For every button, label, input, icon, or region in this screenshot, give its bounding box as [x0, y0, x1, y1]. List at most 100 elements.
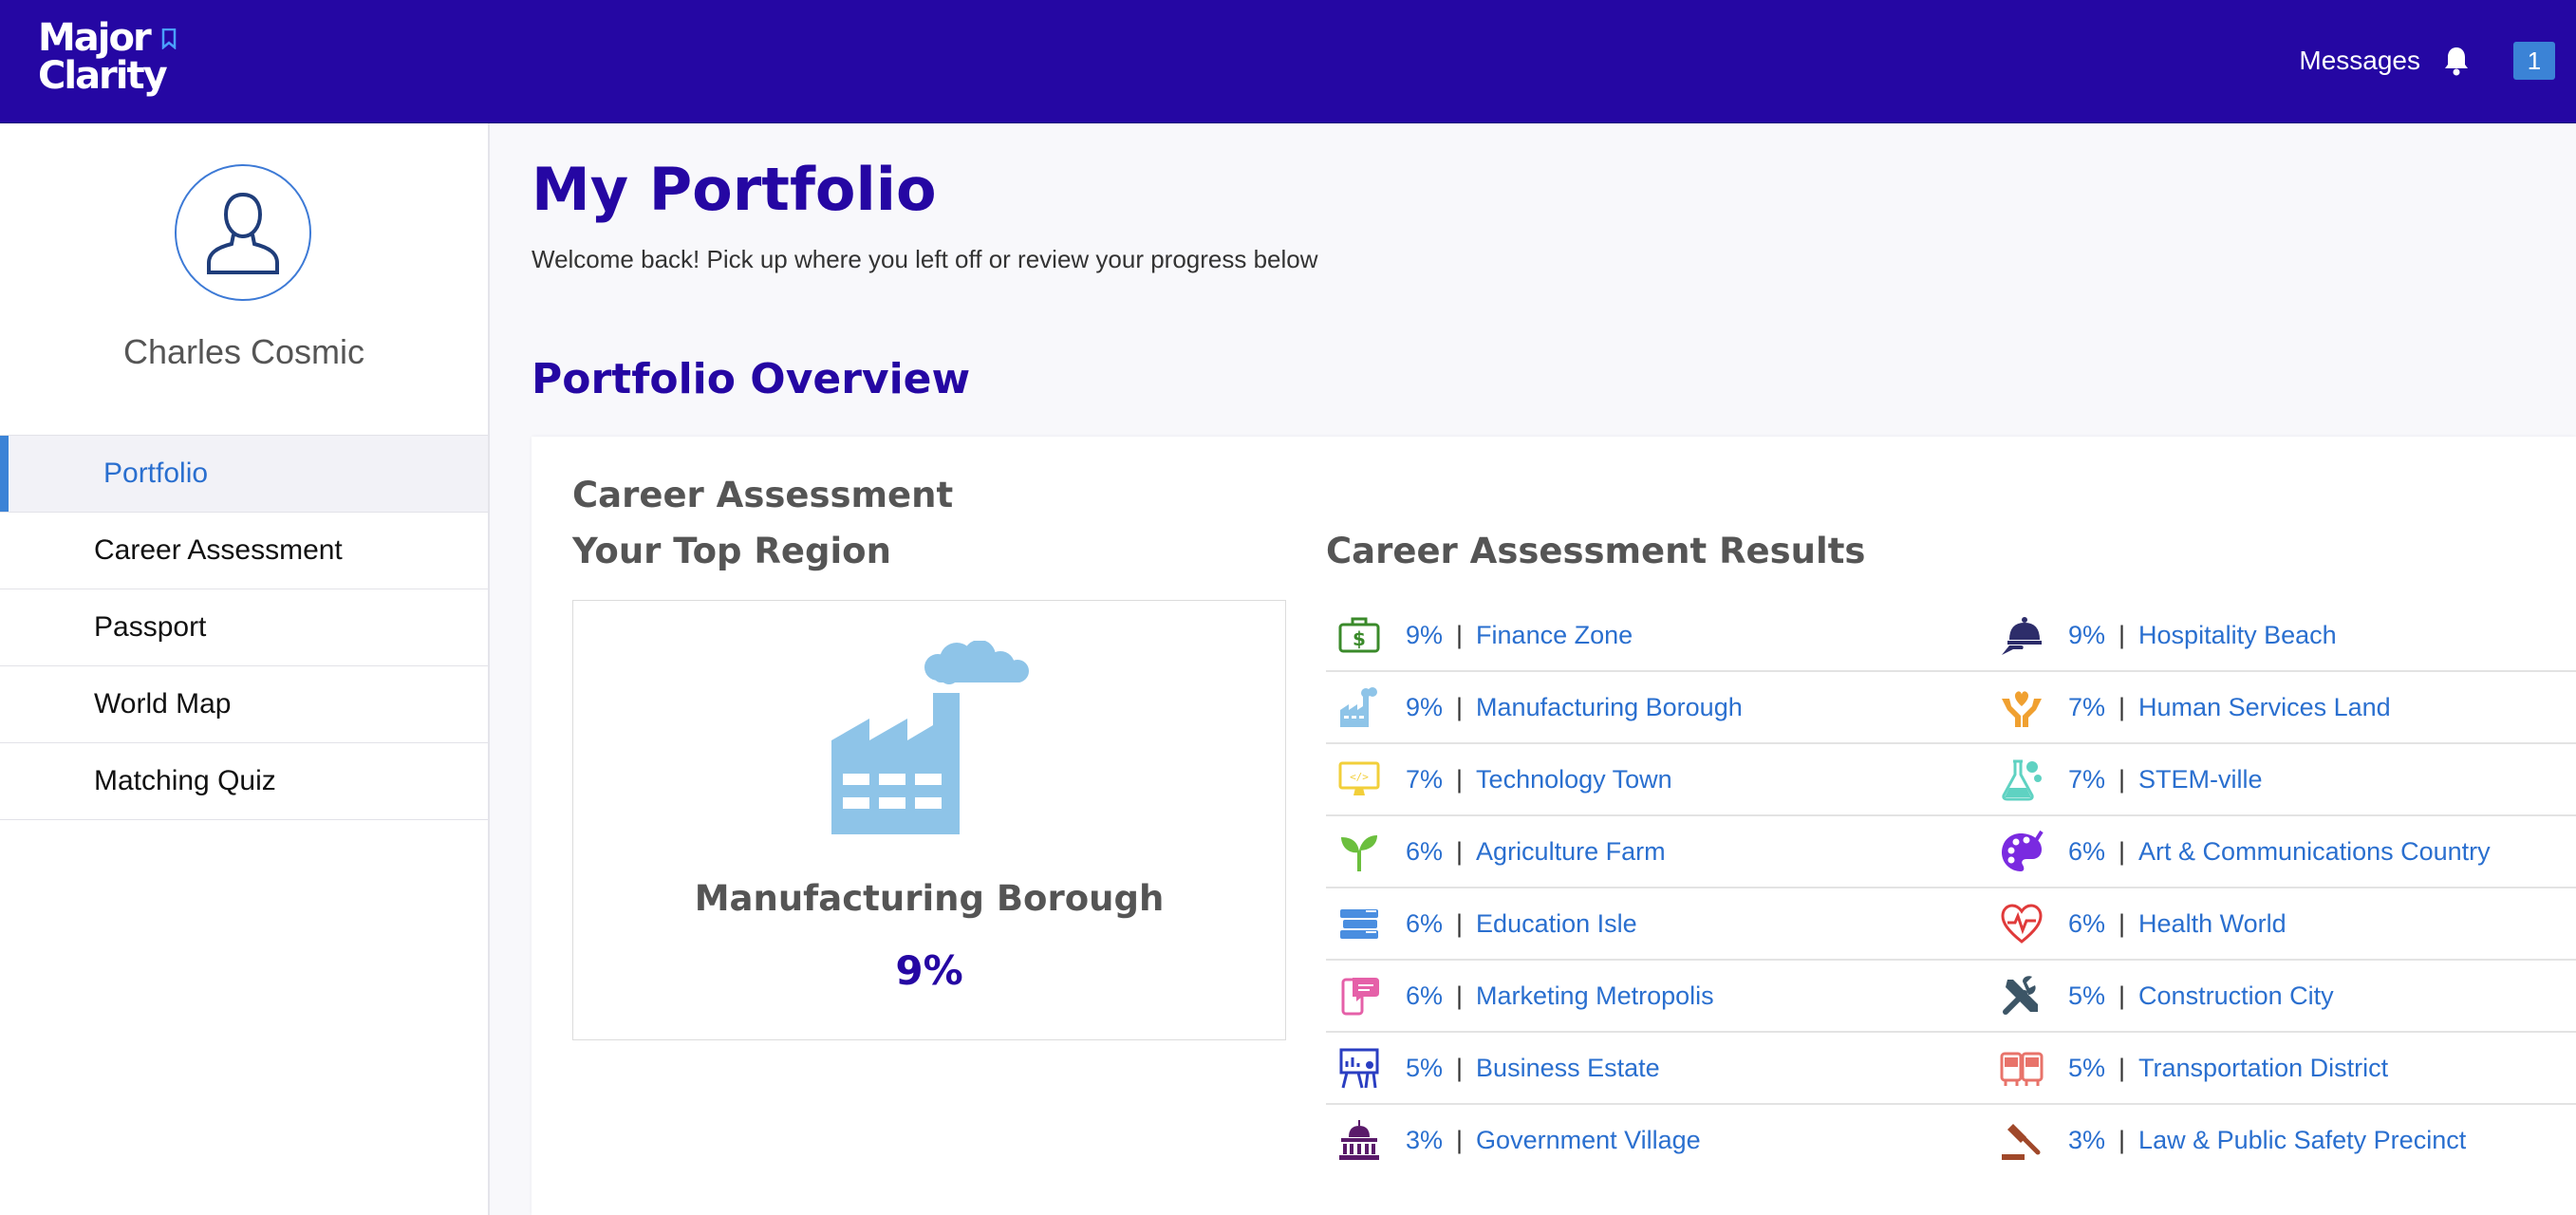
tools-icon	[2003, 976, 2038, 1015]
bus-icon	[2000, 1052, 2044, 1086]
page-title: My Portfolio	[532, 155, 937, 224]
result-row-government-village[interactable]: 3% | Government Village	[1326, 1105, 1990, 1175]
result-percent: 3%	[2068, 1126, 2106, 1154]
logo-line-1: Major	[38, 16, 152, 60]
logo-line-2: Clarity	[38, 54, 168, 98]
sidebar-item-portfolio[interactable]: Portfolio	[0, 435, 488, 512]
result-percent: 5%	[2068, 1054, 2106, 1082]
result-row-transportation-district[interactable]: 5% | Transportation District	[1988, 1033, 2576, 1105]
sidebar-item-label: Matching Quiz	[94, 765, 276, 796]
sprout-icon	[1341, 835, 1377, 871]
result-name[interactable]: Education Isle	[1476, 909, 1637, 938]
card-heading: Career Assessment	[572, 475, 954, 515]
presentation-icon	[1339, 1048, 1379, 1089]
result-percent: 6%	[2068, 909, 2106, 938]
result-name[interactable]: Construction City	[2138, 981, 2334, 1010]
sidebar-item-label: Career Assessment	[94, 534, 343, 566]
result-row-technology-town[interactable]: </> 7% | Technology Town	[1326, 744, 1990, 816]
avatar[interactable]	[175, 164, 311, 301]
result-percent: 9%	[1406, 693, 1444, 721]
top-region-name: Manufacturing Borough	[694, 878, 1165, 919]
result-percent: 7%	[1406, 765, 1444, 794]
result-row-health-world[interactable]: 6% | Health World	[1988, 888, 2576, 961]
result-name[interactable]: Technology Town	[1476, 765, 1672, 794]
phone-chat-icon	[1341, 978, 1379, 1016]
section-title: Portfolio Overview	[532, 355, 971, 403]
flask-icon	[2002, 759, 2042, 801]
result-row-marketing-metropolis[interactable]: 6% | Marketing Metropolis	[1326, 961, 1990, 1033]
sidebar-item-career-assessment[interactable]: Career Assessment	[0, 512, 488, 589]
result-name[interactable]: Human Services Land	[2138, 693, 2391, 721]
result-name[interactable]: Health World	[2138, 909, 2287, 938]
result-name[interactable]: Hospitality Beach	[2138, 621, 2337, 649]
finance-icon: $	[1338, 617, 1380, 653]
result-name[interactable]: STEM-ville	[2138, 765, 2263, 794]
result-row-construction-city[interactable]: 5% | Construction City	[1988, 961, 2576, 1033]
result-name[interactable]: Government Village	[1476, 1126, 1701, 1154]
result-name[interactable]: Marketing Metropolis	[1476, 981, 1714, 1010]
notification-badge[interactable]: 1	[2513, 42, 2555, 80]
bookmark-icon	[161, 28, 177, 49]
sidebar-item-label: World Map	[94, 688, 232, 720]
result-row-stem-ville[interactable]: 7% | STEM-ville	[1988, 744, 2576, 816]
result-name[interactable]: Business Estate	[1476, 1054, 1660, 1082]
major-clarity-logo[interactable]: Major Clarity	[38, 16, 177, 98]
result-percent: 6%	[1406, 981, 1444, 1010]
result-percent: 6%	[1406, 837, 1444, 866]
results-heading: Career Assessment Results	[1326, 531, 1866, 571]
result-row-education-isle[interactable]: 6% | Education Isle	[1326, 888, 1990, 961]
result-name[interactable]: Agriculture Farm	[1476, 837, 1666, 866]
result-row-art-communications-country[interactable]: 6% | Art & Communications Country	[1988, 816, 2576, 888]
user-icon	[207, 192, 279, 274]
result-percent: 7%	[2068, 693, 2106, 721]
sidebar: Charles Cosmic Portfolio Career Assessme…	[0, 123, 490, 1215]
career-assessment-card: Career Assessment Your Top Region Career…	[532, 437, 2576, 1215]
result-row-agriculture-farm[interactable]: 6% | Agriculture Farm	[1326, 816, 1990, 888]
sidebar-menu: Portfolio Career Assessment Passport Wor…	[0, 435, 488, 820]
messages-link[interactable]: Messages	[2299, 46, 2420, 75]
factory-icon	[1340, 687, 1377, 727]
result-percent: 6%	[2068, 837, 2106, 866]
result-row-finance-zone[interactable]: $ 9% | Finance Zone	[1326, 600, 1990, 672]
top-navbar: Major Clarity Messages 1	[0, 0, 2576, 123]
result-name[interactable]: Transportation District	[2138, 1054, 2389, 1082]
sidebar-item-passport[interactable]: Passport	[0, 589, 488, 665]
result-percent: 3%	[1406, 1126, 1444, 1154]
monitor-icon: </>	[1338, 761, 1380, 795]
heartbeat-icon	[2001, 904, 2043, 944]
factory-icon	[831, 641, 1029, 834]
result-name[interactable]: Art & Communications Country	[2138, 837, 2491, 866]
sidebar-item-label: Portfolio	[103, 458, 209, 489]
result-name[interactable]: Law & Public Safety Precinct	[2138, 1126, 2467, 1154]
hands-heart-icon	[2002, 691, 2042, 727]
bell-icon[interactable]	[2443, 46, 2470, 76]
top-region-heading: Your Top Region	[572, 531, 891, 571]
results-column-right: 9% | Hospitality Beach 7% | Human Services L…	[1988, 600, 2576, 1175]
palette-icon	[2002, 830, 2044, 871]
result-percent: 5%	[2068, 981, 2106, 1010]
result-row-hospitality-beach[interactable]: 9% | Hospitality Beach	[1988, 600, 2576, 672]
top-region-box[interactable]: Manufacturing Borough 9%	[572, 600, 1286, 1040]
top-region-percent: 9%	[895, 947, 963, 994]
result-name[interactable]: Manufacturing Borough	[1476, 693, 1743, 721]
svg-text:</>: </>	[1350, 771, 1369, 783]
user-name: Charles Cosmic	[122, 332, 365, 371]
result-name[interactable]: Finance Zone	[1476, 621, 1633, 649]
results-column-left: $ 9% | Finance Zone 9% | Manufacturing Borou…	[1326, 600, 1990, 1175]
sidebar-item-label: Passport	[94, 611, 207, 643]
page-subtitle: Welcome back! Pick up where you left off…	[532, 245, 1318, 273]
result-row-manufacturing-borough[interactable]: 9% | Manufacturing Borough	[1326, 672, 1990, 744]
result-percent: 9%	[2068, 621, 2106, 649]
sidebar-item-matching-quiz[interactable]: Matching Quiz	[0, 742, 488, 820]
sidebar-item-world-map[interactable]: World Map	[0, 665, 488, 742]
svg-text:$: $	[1353, 627, 1366, 650]
result-row-human-services-land[interactable]: 7% | Human Services Land	[1988, 672, 2576, 744]
capitol-icon	[1339, 1120, 1379, 1160]
books-icon	[1340, 909, 1378, 939]
result-row-business-estate[interactable]: 5% | Business Estate	[1326, 1033, 1990, 1105]
result-percent: 9%	[1406, 621, 1444, 649]
cloche-icon	[2002, 617, 2042, 655]
gavel-icon	[2002, 1124, 2041, 1160]
result-row-law-public-safety-precinct[interactable]: 3% | Law & Public Safety Precinct	[1988, 1105, 2576, 1175]
result-percent: 6%	[1406, 909, 1444, 938]
